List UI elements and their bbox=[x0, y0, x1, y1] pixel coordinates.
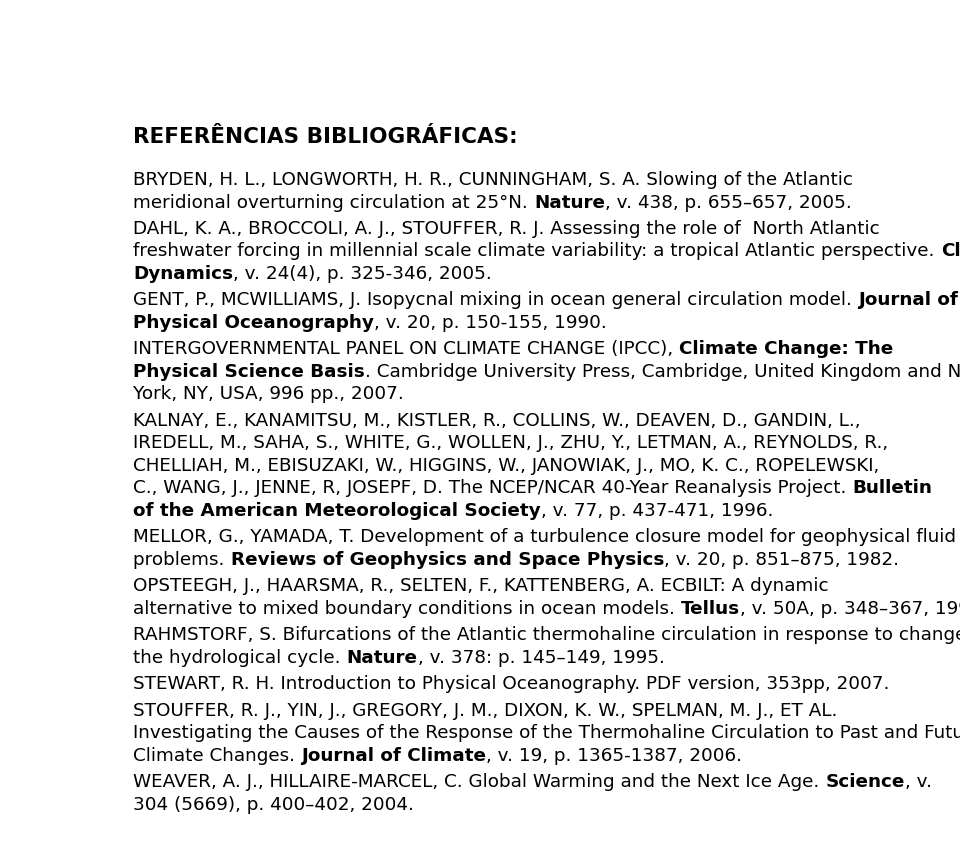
Text: , v. 77, p. 437-471, 1996.: , v. 77, p. 437-471, 1996. bbox=[541, 502, 774, 520]
Text: freshwater forcing in millennial scale climate variability: a tropical Atlantic : freshwater forcing in millennial scale c… bbox=[133, 243, 941, 260]
Text: Investigating the Causes of the Response of the Thermohaline Circulation to Past: Investigating the Causes of the Response… bbox=[133, 724, 960, 742]
Text: Nature: Nature bbox=[347, 649, 418, 667]
Text: Tellus: Tellus bbox=[682, 600, 740, 618]
Text: OPSTEEGH, J., HAARSMA, R., SELTEN, F., KATTENBERG, A. ECBILT: A dynamic: OPSTEEGH, J., HAARSMA, R., SELTEN, F., K… bbox=[133, 577, 829, 595]
Text: MELLOR, G., YAMADA, T. Development of a turbulence closure model for geophysical: MELLOR, G., YAMADA, T. Development of a … bbox=[133, 528, 956, 546]
Text: GENT, P., MCWILLIAMS, J. Isopycnal mixing in ocean general circulation model.: GENT, P., MCWILLIAMS, J. Isopycnal mixin… bbox=[133, 292, 858, 310]
Text: REFERÊNCIAS BIBLIOGRÁFICAS:: REFERÊNCIAS BIBLIOGRÁFICAS: bbox=[133, 126, 518, 147]
Text: Bulletin: Bulletin bbox=[852, 479, 932, 498]
Text: , v. 438, p. 655–657, 2005.: , v. 438, p. 655–657, 2005. bbox=[605, 193, 852, 211]
Text: Physical Science Basis: Physical Science Basis bbox=[133, 363, 365, 381]
Text: STEWART, R. H. Introduction to Physical Oceanography. PDF version, 353pp, 2007.: STEWART, R. H. Introduction to Physical … bbox=[133, 675, 890, 694]
Text: KALNAY, E., KANAMITSU, M., KISTLER, R., COLLINS, W., DEAVEN, D., GANDIN, L.,: KALNAY, E., KANAMITSU, M., KISTLER, R., … bbox=[133, 412, 861, 430]
Text: INTERGOVERNMENTAL PANEL ON CLIMATE CHANGE (IPCC),: INTERGOVERNMENTAL PANEL ON CLIMATE CHANG… bbox=[133, 340, 680, 359]
Text: York, NY, USA, 996 pp., 2007.: York, NY, USA, 996 pp., 2007. bbox=[133, 386, 404, 404]
Text: Climate: Climate bbox=[941, 243, 960, 260]
Text: STOUFFER, R. J., YIN, J., GREGORY, J. M., DIXON, K. W., SPELMAN, M. J., ET AL.: STOUFFER, R. J., YIN, J., GREGORY, J. M.… bbox=[133, 702, 838, 720]
Text: Dynamics: Dynamics bbox=[133, 265, 233, 283]
Text: DAHL, K. A., BROCCOLI, A. J., STOUFFER, R. J. Assessing the role of  North Atlan: DAHL, K. A., BROCCOLI, A. J., STOUFFER, … bbox=[133, 220, 880, 238]
Text: BRYDEN, H. L., LONGWORTH, H. R., CUNNINGHAM, S. A. Slowing of the Atlantic: BRYDEN, H. L., LONGWORTH, H. R., CUNNING… bbox=[133, 171, 853, 189]
Text: , v. 24(4), p. 325-346, 2005.: , v. 24(4), p. 325-346, 2005. bbox=[233, 265, 492, 283]
Text: WEAVER, A. J., HILLAIRE-MARCEL, C. Global Warming and the Next Ice Age.: WEAVER, A. J., HILLAIRE-MARCEL, C. Globa… bbox=[133, 773, 826, 791]
Text: 304 (5669), p. 400–402, 2004.: 304 (5669), p. 400–402, 2004. bbox=[133, 796, 415, 814]
Text: C., WANG, J., JENNE, R, JOSEPF, D. The NCEP/NCAR 40-Year Reanalysis Project.: C., WANG, J., JENNE, R, JOSEPF, D. The N… bbox=[133, 479, 852, 498]
Text: , v. 50A, p. 348–367, 1998.: , v. 50A, p. 348–367, 1998. bbox=[740, 600, 960, 618]
Text: Journal of Climate: Journal of Climate bbox=[301, 747, 487, 765]
Text: , v. 378: p. 145–149, 1995.: , v. 378: p. 145–149, 1995. bbox=[418, 649, 664, 667]
Text: , v. 20, p. 851–875, 1982.: , v. 20, p. 851–875, 1982. bbox=[664, 551, 899, 569]
Text: the hydrological cycle.: the hydrological cycle. bbox=[133, 649, 347, 667]
Text: Reviews of Geophysics and Space Physics: Reviews of Geophysics and Space Physics bbox=[230, 551, 664, 569]
Text: Climate Changes.: Climate Changes. bbox=[133, 747, 301, 765]
Text: Climate Change: The: Climate Change: The bbox=[680, 340, 894, 359]
Text: Science: Science bbox=[826, 773, 905, 791]
Text: problems.: problems. bbox=[133, 551, 230, 569]
Text: alternative to mixed boundary conditions in ocean models.: alternative to mixed boundary conditions… bbox=[133, 600, 682, 618]
Text: CHELLIAH, M., EBISUZAKI, W., HIGGINS, W., JANOWIAK, J., MO, K. C., ROPELEWSKI,: CHELLIAH, M., EBISUZAKI, W., HIGGINS, W.… bbox=[133, 457, 879, 475]
Text: of the American Meteorological Society: of the American Meteorological Society bbox=[133, 502, 541, 520]
Text: Physical Oceanography: Physical Oceanography bbox=[133, 314, 374, 332]
Text: RAHMSTORF, S. Bifurcations of the Atlantic thermohaline circulation in response : RAHMSTORF, S. Bifurcations of the Atlant… bbox=[133, 627, 960, 644]
Text: , v. 19, p. 1365-1387, 2006.: , v. 19, p. 1365-1387, 2006. bbox=[487, 747, 742, 765]
Text: , v.: , v. bbox=[905, 773, 932, 791]
Text: Nature: Nature bbox=[534, 193, 605, 211]
Text: IREDELL, M., SAHA, S., WHITE, G., WOLLEN, J., ZHU, Y., LETMAN, A., REYNOLDS, R.,: IREDELL, M., SAHA, S., WHITE, G., WOLLEN… bbox=[133, 434, 889, 453]
Text: meridional overturning circulation at 25°N.: meridional overturning circulation at 25… bbox=[133, 193, 534, 211]
Text: , v. 20, p. 150-155, 1990.: , v. 20, p. 150-155, 1990. bbox=[374, 314, 607, 332]
Text: . Cambridge University Press, Cambridge, United Kingdom and New: . Cambridge University Press, Cambridge,… bbox=[365, 363, 960, 381]
Text: Journal of: Journal of bbox=[858, 292, 958, 310]
